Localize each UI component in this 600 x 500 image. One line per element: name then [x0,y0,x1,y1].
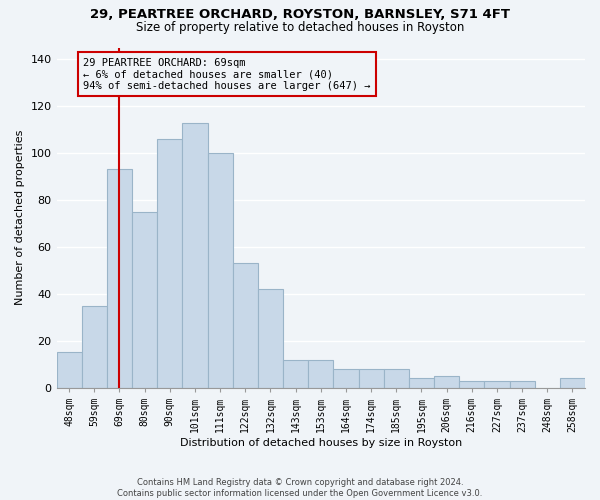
Bar [283,360,308,388]
Bar [107,170,132,388]
Bar [359,369,383,388]
Bar [56,352,82,388]
Bar [409,378,434,388]
Bar [434,376,459,388]
Bar [383,369,409,388]
Bar [560,378,585,388]
Text: Contains HM Land Registry data © Crown copyright and database right 2024.
Contai: Contains HM Land Registry data © Crown c… [118,478,482,498]
X-axis label: Distribution of detached houses by size in Royston: Distribution of detached houses by size … [179,438,462,448]
Bar [132,212,157,388]
Y-axis label: Number of detached properties: Number of detached properties [15,130,25,306]
Bar [157,139,182,388]
Bar [509,380,535,388]
Bar [82,306,107,388]
Bar [208,153,233,388]
Text: 29 PEARTREE ORCHARD: 69sqm
← 6% of detached houses are smaller (40)
94% of semi-: 29 PEARTREE ORCHARD: 69sqm ← 6% of detac… [83,58,370,91]
Bar [182,122,208,388]
Bar [233,264,258,388]
Bar [459,380,484,388]
Bar [258,289,283,388]
Bar [484,380,509,388]
Text: 29, PEARTREE ORCHARD, ROYSTON, BARNSLEY, S71 4FT: 29, PEARTREE ORCHARD, ROYSTON, BARNSLEY,… [90,8,510,20]
Bar [334,369,359,388]
Text: Size of property relative to detached houses in Royston: Size of property relative to detached ho… [136,21,464,34]
Bar [308,360,334,388]
